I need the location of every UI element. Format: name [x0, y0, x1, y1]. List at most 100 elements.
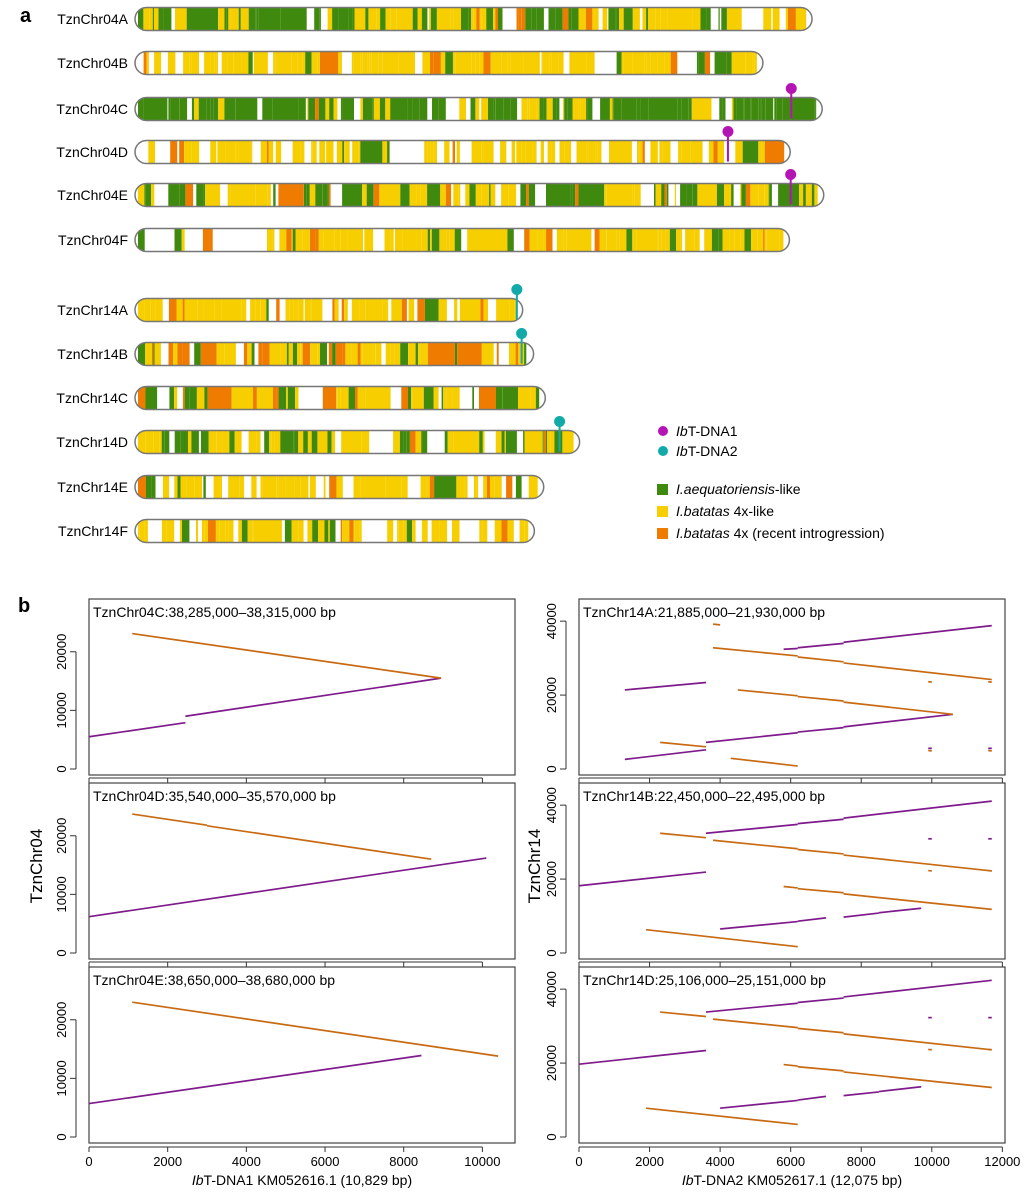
forward-alignment-segment: [843, 1091, 879, 1097]
reverse-alignment-segment: [132, 1001, 499, 1057]
ancestry-band: [609, 140, 632, 164]
ancestry-band: [213, 97, 219, 121]
ancestry-band: [551, 51, 559, 75]
ancestry-band: [203, 298, 214, 322]
ancestry-band: [146, 475, 152, 499]
ancestry-band: [650, 140, 658, 164]
ancestry-band: [326, 140, 334, 164]
ancestry-band: [692, 183, 698, 207]
ancestry-band: [408, 342, 416, 366]
ancestry-band: [185, 183, 194, 207]
ancestry-band: [297, 342, 301, 366]
plot-frame: [88, 966, 516, 1144]
chromosome-tznchr14b: TznChr14B: [57, 328, 535, 367]
ancestry-band: [194, 97, 199, 121]
tdna1-legend-icon: [658, 426, 668, 436]
ancestry-band: [570, 183, 573, 207]
ancestry-band: [420, 183, 428, 207]
ancestry-band: [440, 51, 446, 75]
ancestry-band: [379, 97, 386, 121]
ancestry-band: [455, 51, 463, 75]
ancestry-band: [606, 228, 617, 252]
ancestry-band: [406, 430, 410, 454]
ancestry-band: [345, 342, 352, 366]
ancestry-band: [141, 519, 145, 543]
ancestry-band: [580, 97, 587, 121]
ancestry-band: [493, 51, 502, 75]
ancestry-band: [159, 430, 162, 454]
intro-legend-italic: I.batatas: [676, 525, 730, 541]
tdna2-legend-icon: [658, 446, 668, 456]
ancestry-band: [424, 298, 439, 322]
reverse-alignment-segment: [132, 813, 208, 827]
ancestry-band: [341, 298, 345, 322]
ancestry-band: [315, 183, 323, 207]
ancestry-band: [327, 7, 333, 31]
ancestry-band: [304, 298, 311, 322]
ancestry-band: [453, 183, 459, 207]
ancestry-band: [421, 430, 423, 454]
ancestry-band: [309, 475, 316, 499]
ancestry-band: [303, 430, 308, 454]
chromosome-outline: [134, 474, 545, 500]
ancestry-band: [563, 228, 567, 252]
ancestry-band: [248, 51, 253, 75]
ancestry-band: [168, 342, 174, 366]
ancestry-band: [360, 475, 386, 499]
ancestry-band: [616, 51, 622, 75]
ancestry-band: [521, 140, 526, 164]
y-tick-label: 40000: [544, 603, 559, 639]
ancestry-band: [475, 51, 480, 75]
ancestry-band: [412, 97, 420, 121]
ancestry-band: [598, 140, 602, 164]
ancestry-band: [634, 183, 641, 207]
ancestry-band: [298, 298, 304, 322]
ancestry-band: [632, 7, 640, 31]
ancestry-band: [357, 342, 361, 366]
ancestry-band: [765, 97, 774, 121]
ancestry-band: [711, 228, 719, 252]
ancestry-band: [456, 140, 460, 164]
ancestry-band: [514, 298, 517, 322]
ancestry-band: [745, 51, 753, 75]
ancestry-band: [208, 519, 216, 543]
ancestry-band: [760, 183, 765, 207]
ancestry-band: [483, 475, 487, 499]
ancestry-band: [718, 7, 720, 31]
ancestry-band: [495, 430, 502, 454]
ancestry-band: [509, 342, 516, 366]
ancestry-band: [697, 183, 717, 207]
ancestry-band: [785, 183, 792, 207]
ancestry-band: [397, 519, 399, 543]
ancestry-band: [216, 51, 218, 75]
x-tick-label: 12000: [984, 1154, 1020, 1169]
ancestry-band: [266, 140, 269, 164]
chromosome-label: TznChr14A: [57, 302, 128, 318]
ancestry-band: [536, 7, 544, 31]
ancestry-band: [179, 519, 182, 543]
ancestry-band: [426, 475, 430, 499]
ancestry-band: [292, 228, 296, 252]
ancestry-band: [409, 430, 416, 454]
ancestry-band: [191, 97, 195, 121]
ancestry-band: [310, 228, 312, 252]
forward-alignment-segment: [797, 1095, 827, 1101]
ancestry-band: [329, 97, 332, 121]
ancestry-band: [650, 51, 658, 75]
chromosome-outline: [134, 227, 791, 253]
ancestry-band: [311, 298, 318, 322]
ancestry-band: [362, 51, 368, 75]
tdna1-legend-prefix: Ib: [676, 423, 688, 439]
ancestry-band: [655, 97, 678, 121]
ancestry-band: [288, 342, 293, 366]
ancestry-band: [293, 298, 299, 322]
ancestry-band: [350, 97, 354, 121]
ancestry-band: [439, 519, 448, 543]
ancestry-band: [457, 342, 482, 366]
ancestry-band: [490, 183, 496, 207]
x-tick-label: 6000: [311, 1154, 340, 1169]
ancestry-band: [351, 51, 354, 75]
ancestry-band: [328, 183, 331, 207]
ancestry-band: [623, 7, 627, 31]
ancestry-band: [496, 298, 510, 322]
